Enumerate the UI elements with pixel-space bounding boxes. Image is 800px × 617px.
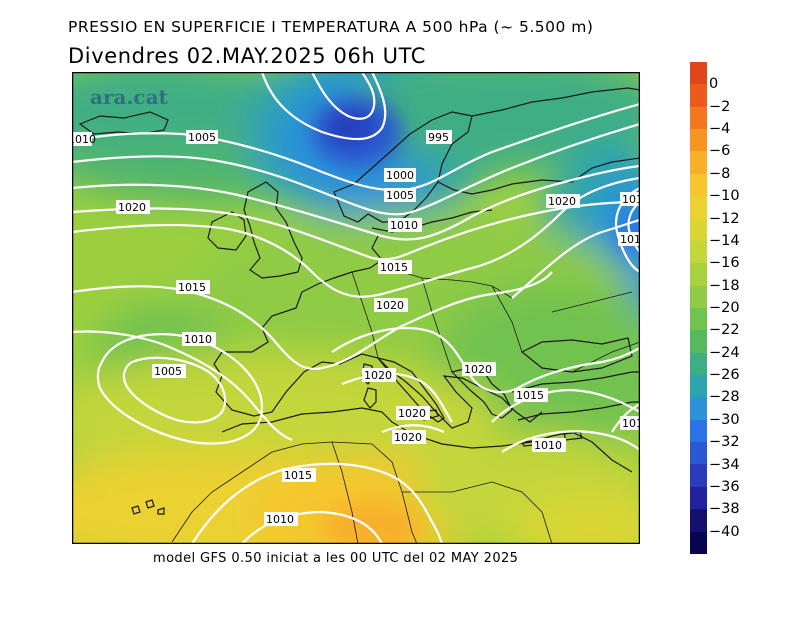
isobar-label: 1010 (534, 439, 562, 452)
colorbar-segment (690, 129, 707, 152)
isobar-label: 1020 (394, 431, 422, 444)
isobars (72, 72, 640, 544)
colorbar-segment (690, 375, 707, 398)
colorbar-segment (690, 509, 707, 532)
isobar-label: 1015 (516, 389, 544, 402)
colorbar-label: −6 (709, 143, 731, 160)
isobar-label: 1015 (284, 469, 312, 482)
isobar-label: 101 (622, 193, 640, 206)
colorbar-segment (690, 173, 707, 197)
isobar-label: 1010 (390, 219, 418, 232)
model-caption: model GFS 0.50 iniciat a les 00 UTC del … (153, 551, 519, 566)
isobar-label: 1005 (386, 189, 414, 202)
chart-subtitle: Divendres 02.MAY.2025 06h UTC (68, 44, 427, 68)
colorbar-segment (690, 397, 707, 420)
colorbar-label: −32 (709, 433, 740, 450)
weather-map: 1010 1005 995 1000 1005 1020 1010 1020 1… (72, 72, 640, 544)
colorbar-label: −30 (709, 411, 740, 428)
isobar-label: 1020 (464, 363, 492, 376)
isobar-label: 1020 (548, 195, 576, 208)
colorbar-segment (690, 106, 707, 130)
colorbar-label: −2 (709, 98, 731, 115)
colorbar-segment (690, 84, 707, 107)
colorbar-label: −28 (709, 389, 740, 406)
colorbar-segment (690, 263, 707, 286)
isobar-label: 1010 (266, 513, 294, 526)
colorbar-label: −38 (709, 501, 740, 518)
temperature-colorbar (690, 62, 707, 554)
colorbar-label: −10 (709, 187, 740, 204)
colorbar-segment (690, 464, 707, 487)
colorbar-label: −26 (709, 366, 740, 383)
watermark-logo: ara.cat (90, 85, 169, 109)
colorbar-label: −24 (709, 344, 740, 361)
isobar-label: 1020 (118, 201, 146, 214)
isobar-label: 1005 (188, 131, 216, 144)
chart-title: PRESSIO EN SUPERFICIE I TEMPERATURA A 50… (68, 18, 594, 36)
colorbar-segment (690, 196, 707, 219)
isobar-labels: 1010 1005 995 1000 1005 1020 1010 1020 1… (72, 130, 640, 526)
colorbar-segment (690, 486, 707, 510)
colorbar-label: −20 (709, 299, 740, 316)
colorbar-segment (690, 151, 707, 174)
colorbar-label: −8 (709, 165, 731, 182)
colorbar-label: −22 (709, 322, 740, 339)
colorbar-segment (690, 352, 707, 376)
colorbar-label: −14 (709, 232, 740, 249)
isobar-label: 1015 (380, 261, 408, 274)
isobar-label: 995 (428, 131, 449, 144)
isobar-label: 1010 (184, 333, 212, 346)
isobar-label: 1020 (364, 369, 392, 382)
colorbar-label: −4 (709, 120, 731, 137)
colorbar-segment (690, 62, 707, 85)
colorbar-segment (690, 307, 707, 331)
isobar-label: 1000 (386, 169, 414, 182)
colorbar-segment (690, 240, 707, 264)
isobar-label: 1010 (72, 133, 96, 146)
colorbar-label: −18 (709, 277, 740, 294)
colorbar-segment (690, 218, 707, 241)
isobar-label: 1015 (178, 281, 206, 294)
isobar-label: 1020 (398, 407, 426, 420)
colorbar-label: −40 (709, 523, 740, 540)
colorbar-segment (690, 419, 707, 443)
colorbar-label: −36 (709, 478, 740, 495)
isobar-label: 101 (620, 233, 640, 246)
colorbar-label: −12 (709, 210, 740, 227)
isobar-label: 1020 (376, 299, 404, 312)
isobar-label: 1005 (154, 365, 182, 378)
map-frame (72, 72, 640, 544)
colorbar-label: −34 (709, 456, 740, 473)
isobar-label: 101 (622, 417, 640, 430)
colorbar-segment (690, 531, 707, 554)
colorbar-segment (690, 442, 707, 465)
colorbar-label: −16 (709, 255, 740, 272)
colorbar-labels: 0 −2 −4 −6 −8 −10 −12 −14 −16 −18 −20 −22 −24 −26 −28 −… (709, 62, 789, 554)
colorbar-label: 0 (709, 76, 719, 93)
colorbar-segment (690, 330, 707, 353)
colorbar-segment (690, 285, 707, 308)
temperature-field (72, 72, 640, 544)
